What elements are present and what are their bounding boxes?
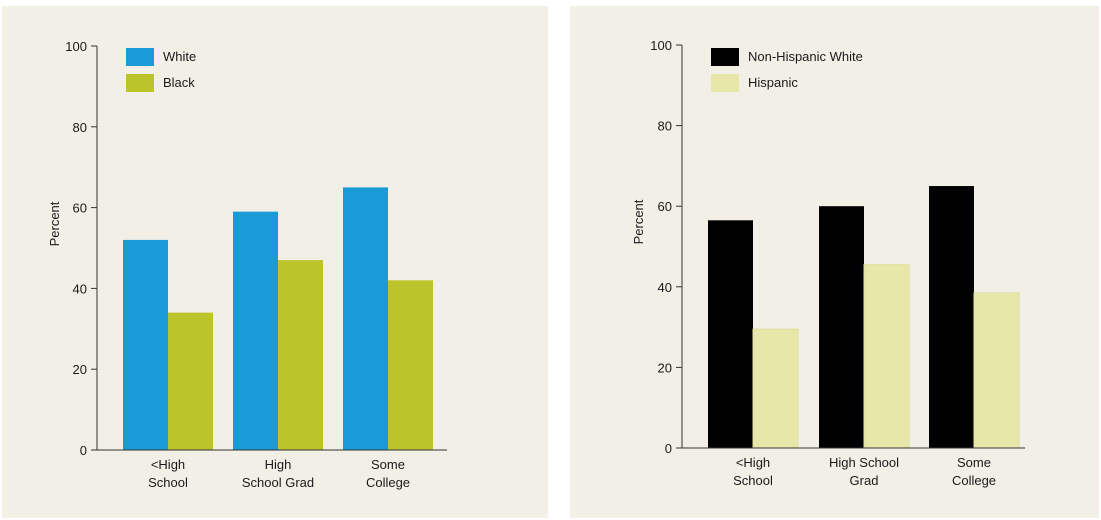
bar-white-1 (123, 239, 168, 450)
x-category-label-3-line-2: College (366, 475, 410, 490)
y-tick-label-40: 40 (658, 280, 672, 295)
bar-non-hispanic-white-3 (929, 186, 974, 449)
legend-swatch-non-hispanic-white (711, 48, 739, 66)
y-tick-label-80: 80 (658, 119, 672, 134)
chart-panel-left: 0 20 40 60 80 100 Percent <High School High School… (2, 6, 548, 518)
bar-non-hispanic-white-1 (708, 220, 753, 448)
y-tick-label-0: 0 (665, 441, 672, 456)
bar-chart-white-black: 0 20 40 60 80 100 Percent <High School High School… (47, 39, 447, 490)
y-tick-label-100: 100 (65, 39, 87, 54)
x-category-label-2-line-1: High School (829, 455, 899, 470)
y-tick-label-60: 60 (658, 199, 672, 214)
x-category-label-3-line-1: Some (371, 457, 405, 472)
y-tick-label-80: 80 (73, 120, 87, 135)
y-tick-label-60: 60 (73, 201, 87, 216)
bar-black-3 (388, 280, 433, 450)
y-tick-label-0: 0 (80, 443, 87, 458)
bar-black-1 (168, 312, 213, 450)
legend-label-hispanic: Hispanic (748, 75, 798, 90)
legend-swatch-black (126, 74, 154, 92)
legend-label-black: Black (163, 75, 195, 90)
x-category-label-1-line-2: School (733, 473, 773, 488)
y-tick-label-20: 20 (658, 360, 672, 375)
x-category-label-1-line-2: School (148, 475, 188, 490)
x-category-label-2-line-1: High (265, 457, 292, 472)
legend-label-non-hispanic-white: Non-Hispanic White (748, 49, 863, 64)
bar-chart-nonhispanic-hispanic: 0 20 40 60 80 100 Percent <High School High Schoo… (631, 38, 1025, 488)
bar-non-hispanic-white-2 (819, 206, 864, 448)
bar-black-2 (278, 260, 323, 450)
x-category-label-1-line-1: <High (736, 455, 770, 470)
y-tick-label-100: 100 (650, 38, 672, 53)
chart-panel-right: 0 20 40 60 80 100 Percent <High School High Schoo… (570, 6, 1099, 518)
y-axis-title: Percent (47, 201, 62, 246)
legend-swatch-white (126, 48, 154, 66)
bar-hispanic-1 (752, 328, 799, 449)
legend-label-white: White (163, 49, 196, 64)
x-category-label-3-line-1: Some (957, 455, 991, 470)
y-axis-title: Percent (631, 199, 646, 244)
bar-white-2 (233, 211, 278, 450)
bar-hispanic-3 (973, 292, 1020, 449)
bar-hispanic-2 (863, 264, 910, 449)
y-tick-label-20: 20 (73, 362, 87, 377)
x-category-label-1-line-1: <High (151, 457, 185, 472)
x-category-label-2-line-2: School Grad (242, 475, 314, 490)
x-category-label-3-line-2: College (952, 473, 996, 488)
legend-swatch-hispanic (711, 74, 739, 92)
y-tick-label-40: 40 (73, 281, 87, 296)
bar-white-3 (343, 187, 388, 450)
x-category-label-2-line-2: Grad (850, 473, 879, 488)
